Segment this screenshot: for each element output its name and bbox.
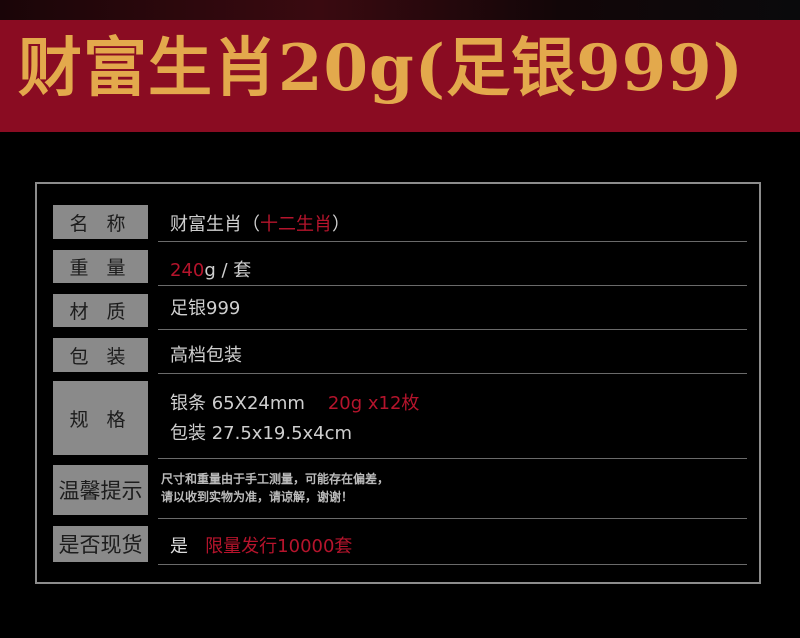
divider [158,518,747,519]
row-value-line1: 银条 65X24mm 20g x12枚 [170,393,420,414]
row-value: 高档包装 [170,345,242,366]
row-value-line2: 请以收到实物为准，请谅解，谢谢！ [161,490,354,504]
row-label: 是否现货 [53,526,148,562]
divider [158,458,747,459]
divider [158,564,747,565]
divider [158,285,747,286]
row-label: 材 质 [53,294,148,327]
divider [158,373,747,374]
title-banner [0,20,800,132]
row-label: 规 格 [53,381,148,455]
row-label: 名 称 [53,205,148,239]
row-value-line1: 尺寸和重量由于手工测量，可能存在偏差， [161,472,390,486]
row-label: 包 装 [53,338,148,372]
divider [158,241,747,242]
row-label: 重 量 [53,250,148,283]
top-decoration [0,0,800,20]
row-value: 240g / 套 [170,260,252,281]
spec-table-frame [35,182,761,584]
row-value: 是 限量发行10000套 [170,536,353,557]
row-label: 温馨提示 [53,465,148,515]
product-title: 财富生肖20g(足银999) [18,31,744,106]
divider [158,329,747,330]
row-value: 财富生肖（十二生肖） [170,214,350,235]
row-value-line2: 包装 27.5x19.5x4cm [170,423,353,444]
row-value: 足银999 [170,298,241,319]
